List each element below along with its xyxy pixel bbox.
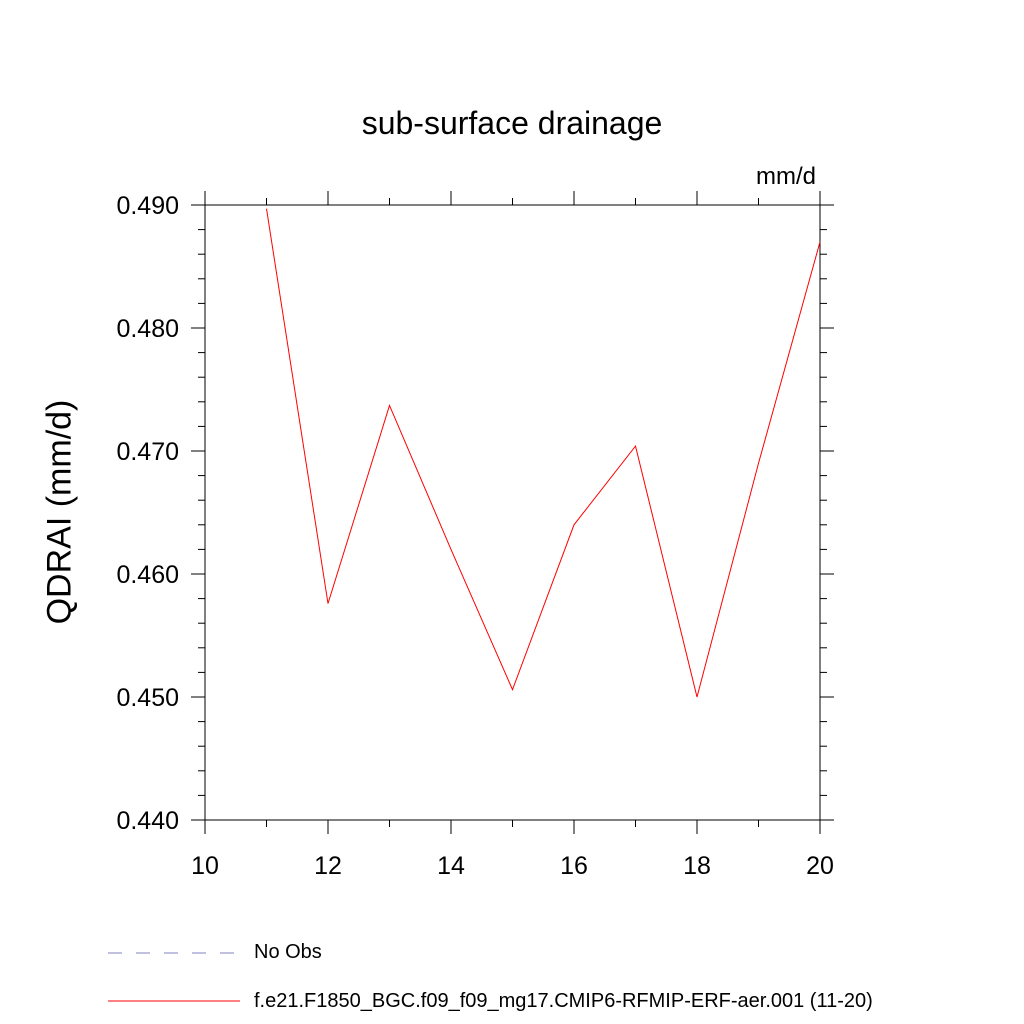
legend-label-model: f.e21.F1850_BGC.f09_f09_mg17.CMIP6-RFMIP… bbox=[254, 990, 873, 1012]
tick-labels: 0.440 0.450 0.460 0.470 0.480 0.490 10 12 14 16 18… bbox=[116, 192, 833, 880]
major-ticks bbox=[191, 191, 834, 834]
y-tick-label: 0.460 bbox=[116, 561, 179, 589]
y-tick-label: 0.480 bbox=[116, 315, 179, 343]
x-tick-label: 18 bbox=[683, 852, 711, 880]
minor-ticks bbox=[198, 198, 827, 827]
y-tick-label: 0.470 bbox=[116, 438, 179, 466]
plot-frame bbox=[204, 204, 821, 821]
chart-title: sub-surface drainage bbox=[361, 105, 663, 141]
x-tick-label: 10 bbox=[191, 852, 219, 880]
x-tick-label: 12 bbox=[314, 852, 342, 880]
y-tick-label: 0.440 bbox=[116, 807, 179, 835]
legend-label-no-obs: No Obs bbox=[254, 941, 322, 963]
x-tick-label: 14 bbox=[437, 852, 465, 880]
units-label: mm/d bbox=[756, 163, 816, 190]
x-tick-label: 16 bbox=[560, 852, 588, 880]
legend-lines bbox=[108, 952, 240, 1002]
x-tick-label: 20 bbox=[806, 852, 834, 880]
y-tick-label: 0.450 bbox=[116, 684, 179, 712]
y-axis-label: QDRAI (mm/d) bbox=[40, 399, 79, 625]
y-tick-label: 0.490 bbox=[116, 192, 179, 220]
series-line bbox=[266, 208, 821, 698]
series-layer bbox=[266, 208, 821, 698]
